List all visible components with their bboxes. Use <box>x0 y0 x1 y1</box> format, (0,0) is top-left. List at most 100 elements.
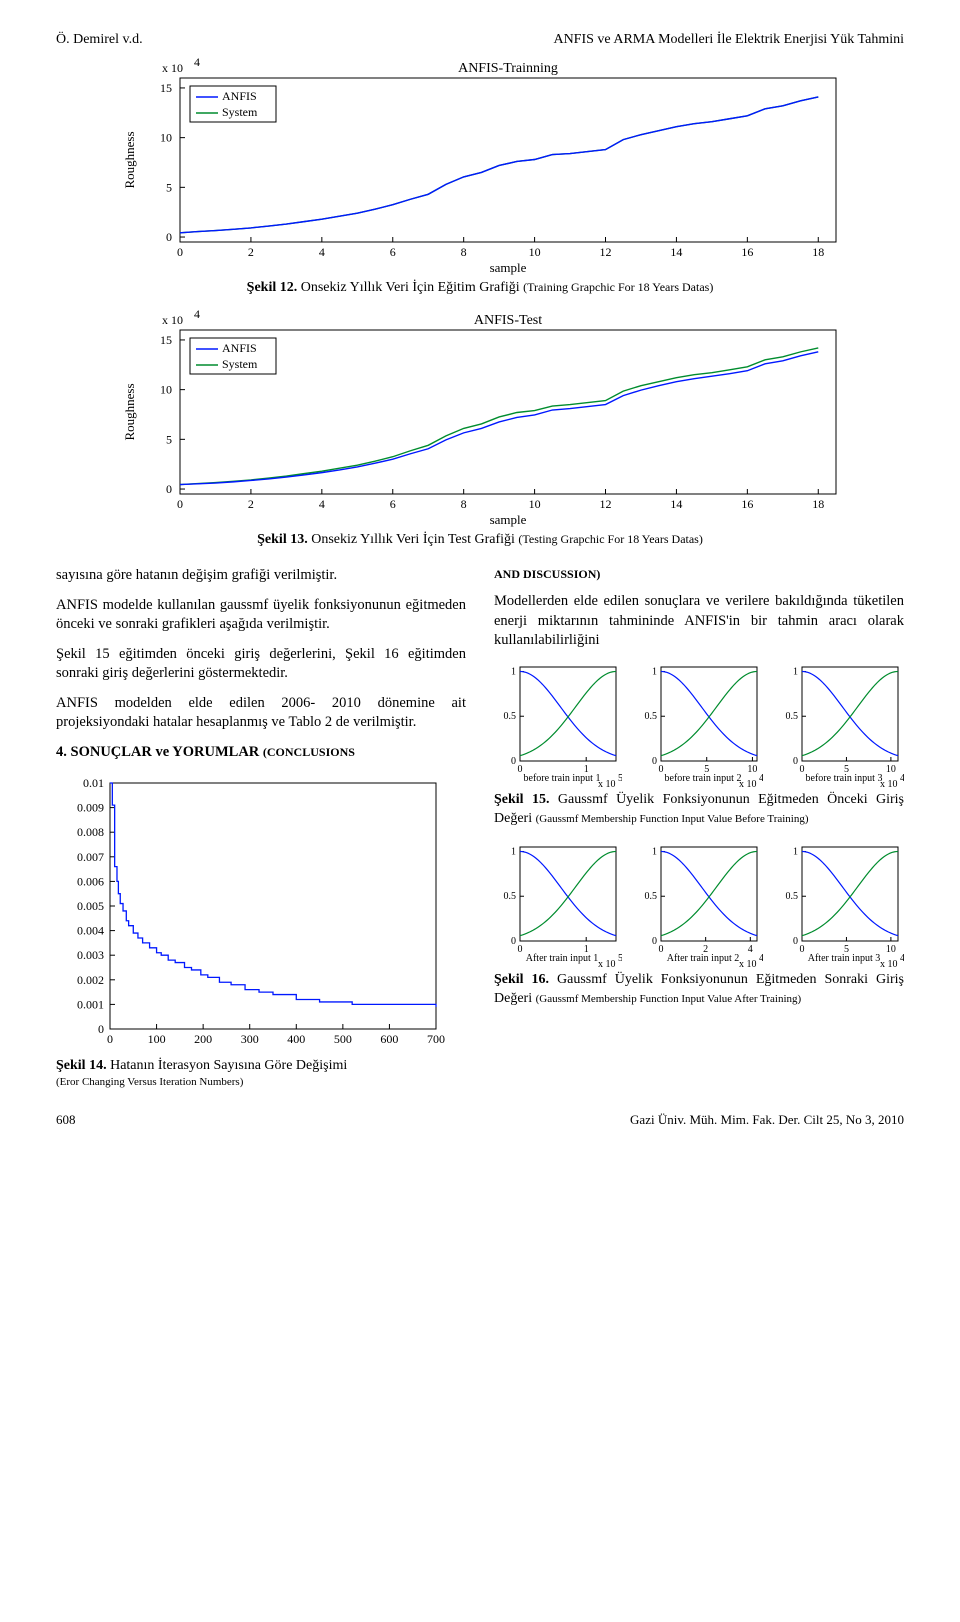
left-p3: Şekil 15 eğitimden önceki giriş değerler… <box>56 645 466 684</box>
svg-text:4: 4 <box>194 308 200 321</box>
fig13-chart: 024681012141618051015x 104ANFIS-Testsamp… <box>110 308 850 528</box>
svg-text:6: 6 <box>390 245 396 259</box>
svg-text:16: 16 <box>741 245 753 259</box>
svg-text:ANFIS: ANFIS <box>222 89 257 103</box>
fig12-caption-paren: (Training Grapchic For 18 Years Datas) <box>523 280 713 294</box>
fig16-caption-paren: (Gaussmf Membership Function Input Value… <box>536 993 802 1005</box>
svg-text:System: System <box>222 357 258 371</box>
svg-text:4: 4 <box>900 953 904 964</box>
svg-text:16: 16 <box>741 497 753 511</box>
fig14-chart: 010020030040050060070000.0010.0020.0030.… <box>56 773 446 1053</box>
svg-text:8: 8 <box>461 245 467 259</box>
svg-text:0: 0 <box>166 482 172 496</box>
svg-text:6: 6 <box>390 497 396 511</box>
svg-text:1: 1 <box>793 846 798 857</box>
svg-text:2: 2 <box>248 245 254 259</box>
svg-text:0: 0 <box>177 245 183 259</box>
left-p4: ANFIS modelden elde edilen 2006- 2010 dö… <box>56 694 466 733</box>
svg-text:0.5: 0.5 <box>504 891 517 902</box>
right-p2: Modellerden elde edilen sonuçlara ve ver… <box>494 592 904 651</box>
left-p1: sayısına göre hatanın değişim grafiği ve… <box>56 566 466 586</box>
fig16-caption: Şekil 16. Gaussmf Üyelik Fonksiyonunun E… <box>494 971 904 1009</box>
running-head-left: Ö. Demirel v.d. <box>56 32 143 48</box>
svg-text:700: 700 <box>427 1032 445 1046</box>
svg-text:10: 10 <box>160 383 172 397</box>
svg-text:1: 1 <box>511 846 516 857</box>
svg-text:0.5: 0.5 <box>786 891 799 902</box>
running-head: Ö. Demirel v.d. ANFIS ve ARMA Modelleri … <box>56 32 904 48</box>
fig16-panels: 00.5101After train input 1x 10500.51024A… <box>494 841 904 969</box>
svg-text:1: 1 <box>511 666 516 677</box>
svg-text:Roughness: Roughness <box>122 131 137 188</box>
svg-text:0.5: 0.5 <box>786 711 799 722</box>
svg-text:0: 0 <box>177 497 183 511</box>
svg-text:0: 0 <box>659 944 664 955</box>
fig13-caption: Şekil 13. Onsekiz Yıllık Veri İçin Test … <box>56 532 904 548</box>
svg-text:400: 400 <box>287 1032 305 1046</box>
left-p2: ANFIS modelde kullanılan gaussmf üyelik … <box>56 596 466 635</box>
svg-text:ANFIS-Test: ANFIS-Test <box>474 313 542 328</box>
fig15-caption-paren: (Gaussmf Membership Function Input Value… <box>536 813 809 825</box>
svg-text:0: 0 <box>518 764 523 775</box>
svg-text:0: 0 <box>793 756 798 767</box>
svg-text:0: 0 <box>652 936 657 947</box>
svg-text:After train input 2: After train input 2 <box>667 953 739 964</box>
mf-panel-0: 00.5101After train input 1x 105 <box>494 841 622 969</box>
svg-text:ANFIS: ANFIS <box>222 341 257 355</box>
svg-text:x 10: x 10 <box>162 313 183 327</box>
svg-text:sample: sample <box>490 512 527 527</box>
svg-text:4: 4 <box>759 773 763 784</box>
svg-text:before train input 2: before train input 2 <box>665 773 742 784</box>
svg-text:0.001: 0.001 <box>77 997 104 1011</box>
svg-text:0.5: 0.5 <box>504 711 517 722</box>
svg-text:14: 14 <box>670 245 682 259</box>
fig12-chart: 024681012141618051015x 104ANFIS-Trainnin… <box>110 56 850 276</box>
svg-text:200: 200 <box>194 1032 212 1046</box>
svg-text:0.008: 0.008 <box>77 825 104 839</box>
svg-text:4: 4 <box>319 497 325 511</box>
svg-text:before train input 1: before train input 1 <box>524 773 601 784</box>
svg-text:18: 18 <box>812 245 824 259</box>
right-column: AND DISCUSSION) Modellerden elde edilen … <box>494 560 904 1090</box>
svg-text:After train input 3: After train input 3 <box>808 953 880 964</box>
svg-text:x 10: x 10 <box>162 61 183 75</box>
svg-text:10: 10 <box>529 497 541 511</box>
svg-text:before train input 3: before train input 3 <box>806 773 883 784</box>
fig12-caption-bold: Şekil 12. <box>247 280 298 295</box>
svg-text:0: 0 <box>518 944 523 955</box>
svg-text:x 10: x 10 <box>598 779 616 789</box>
svg-text:0.009: 0.009 <box>77 800 104 814</box>
svg-text:ANFIS-Trainning: ANFIS-Trainning <box>458 61 558 76</box>
svg-text:0: 0 <box>98 1022 104 1036</box>
svg-text:600: 600 <box>380 1032 398 1046</box>
svg-text:10: 10 <box>160 131 172 145</box>
svg-text:14: 14 <box>670 497 682 511</box>
svg-text:4: 4 <box>759 953 763 964</box>
svg-text:0: 0 <box>652 756 657 767</box>
svg-text:5: 5 <box>618 953 622 964</box>
svg-text:0: 0 <box>511 756 516 767</box>
footer-left: 608 <box>56 1112 76 1128</box>
left-column: sayısına göre hatanın değişim grafiği ve… <box>56 560 466 1090</box>
svg-text:x 10: x 10 <box>739 959 757 969</box>
svg-text:Roughness: Roughness <box>122 383 137 440</box>
fig12-caption: Şekil 12. Onsekiz Yıllık Veri İçin Eğiti… <box>56 280 904 296</box>
fig15-caption: Şekil 15. Gaussmf Üyelik Fonksiyonunun E… <box>494 791 904 829</box>
svg-text:4: 4 <box>748 944 753 955</box>
svg-text:0.004: 0.004 <box>77 923 104 937</box>
svg-text:8: 8 <box>461 497 467 511</box>
right-p1: AND DISCUSSION) <box>494 566 904 582</box>
svg-text:1: 1 <box>652 666 657 677</box>
svg-text:sample: sample <box>490 260 527 275</box>
mf-panel-0: 00.5101before train input 1x 105 <box>494 661 622 789</box>
svg-text:10: 10 <box>529 245 541 259</box>
svg-text:After train input 1: After train input 1 <box>526 953 598 964</box>
svg-text:0: 0 <box>511 936 516 947</box>
fig13-caption-rest: Onsekiz Yıllık Veri İçin Test Grafiği <box>308 532 519 547</box>
fig14-caption-rest: Hatanın İterasyon Sayısına Göre Değişimi <box>107 1058 348 1073</box>
svg-text:0.007: 0.007 <box>77 849 104 863</box>
footer-right: Gazi Üniv. Müh. Mim. Fak. Der. Cilt 25, … <box>630 1112 904 1128</box>
svg-text:2: 2 <box>248 497 254 511</box>
svg-text:10: 10 <box>886 764 896 775</box>
svg-text:15: 15 <box>160 333 172 347</box>
